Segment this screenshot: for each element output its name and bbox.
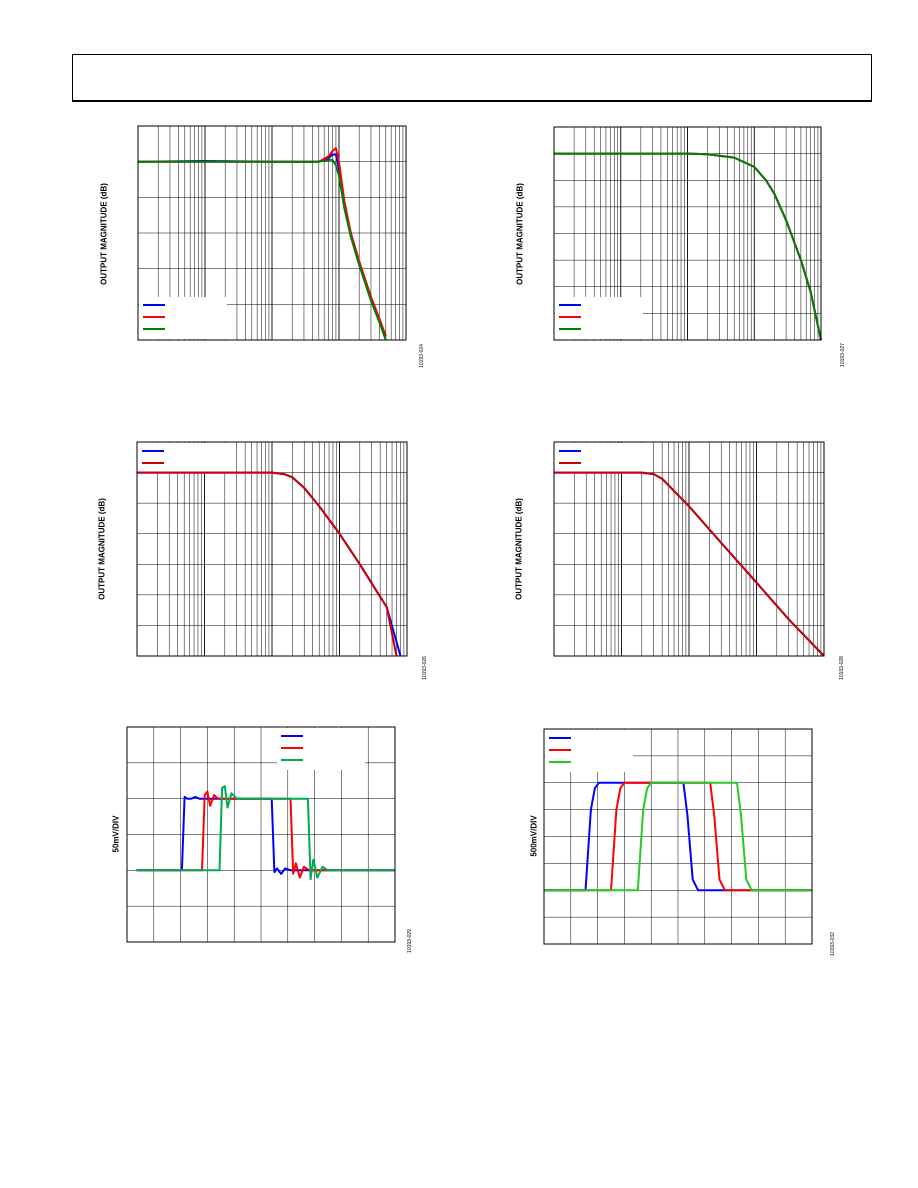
- chart-5-plot: [126, 726, 396, 943]
- plot-frame: [136, 441, 408, 657]
- page-header: [72, 54, 872, 102]
- chart-3-plot: [136, 441, 408, 657]
- chart-6-plot: [543, 728, 813, 945]
- plot-frame: [543, 728, 813, 945]
- chart-2-plot: [553, 126, 822, 341]
- legend-box: [138, 443, 226, 473]
- series-line-3: [136, 785, 395, 881]
- legend-box: [555, 443, 643, 473]
- series-line-2: [137, 471, 398, 657]
- chart-1-plot: [137, 125, 407, 341]
- series-line-3: [138, 158, 387, 341]
- series-line-2: [554, 471, 825, 657]
- series-line-3: [544, 781, 812, 892]
- plot-frame: [137, 125, 407, 341]
- plot-frame: [553, 126, 822, 341]
- chart-4-plot: [553, 441, 825, 657]
- plot-frame: [553, 441, 825, 657]
- series-line-3: [554, 152, 822, 341]
- plot-frame: [126, 726, 396, 943]
- series-line-1: [136, 795, 395, 875]
